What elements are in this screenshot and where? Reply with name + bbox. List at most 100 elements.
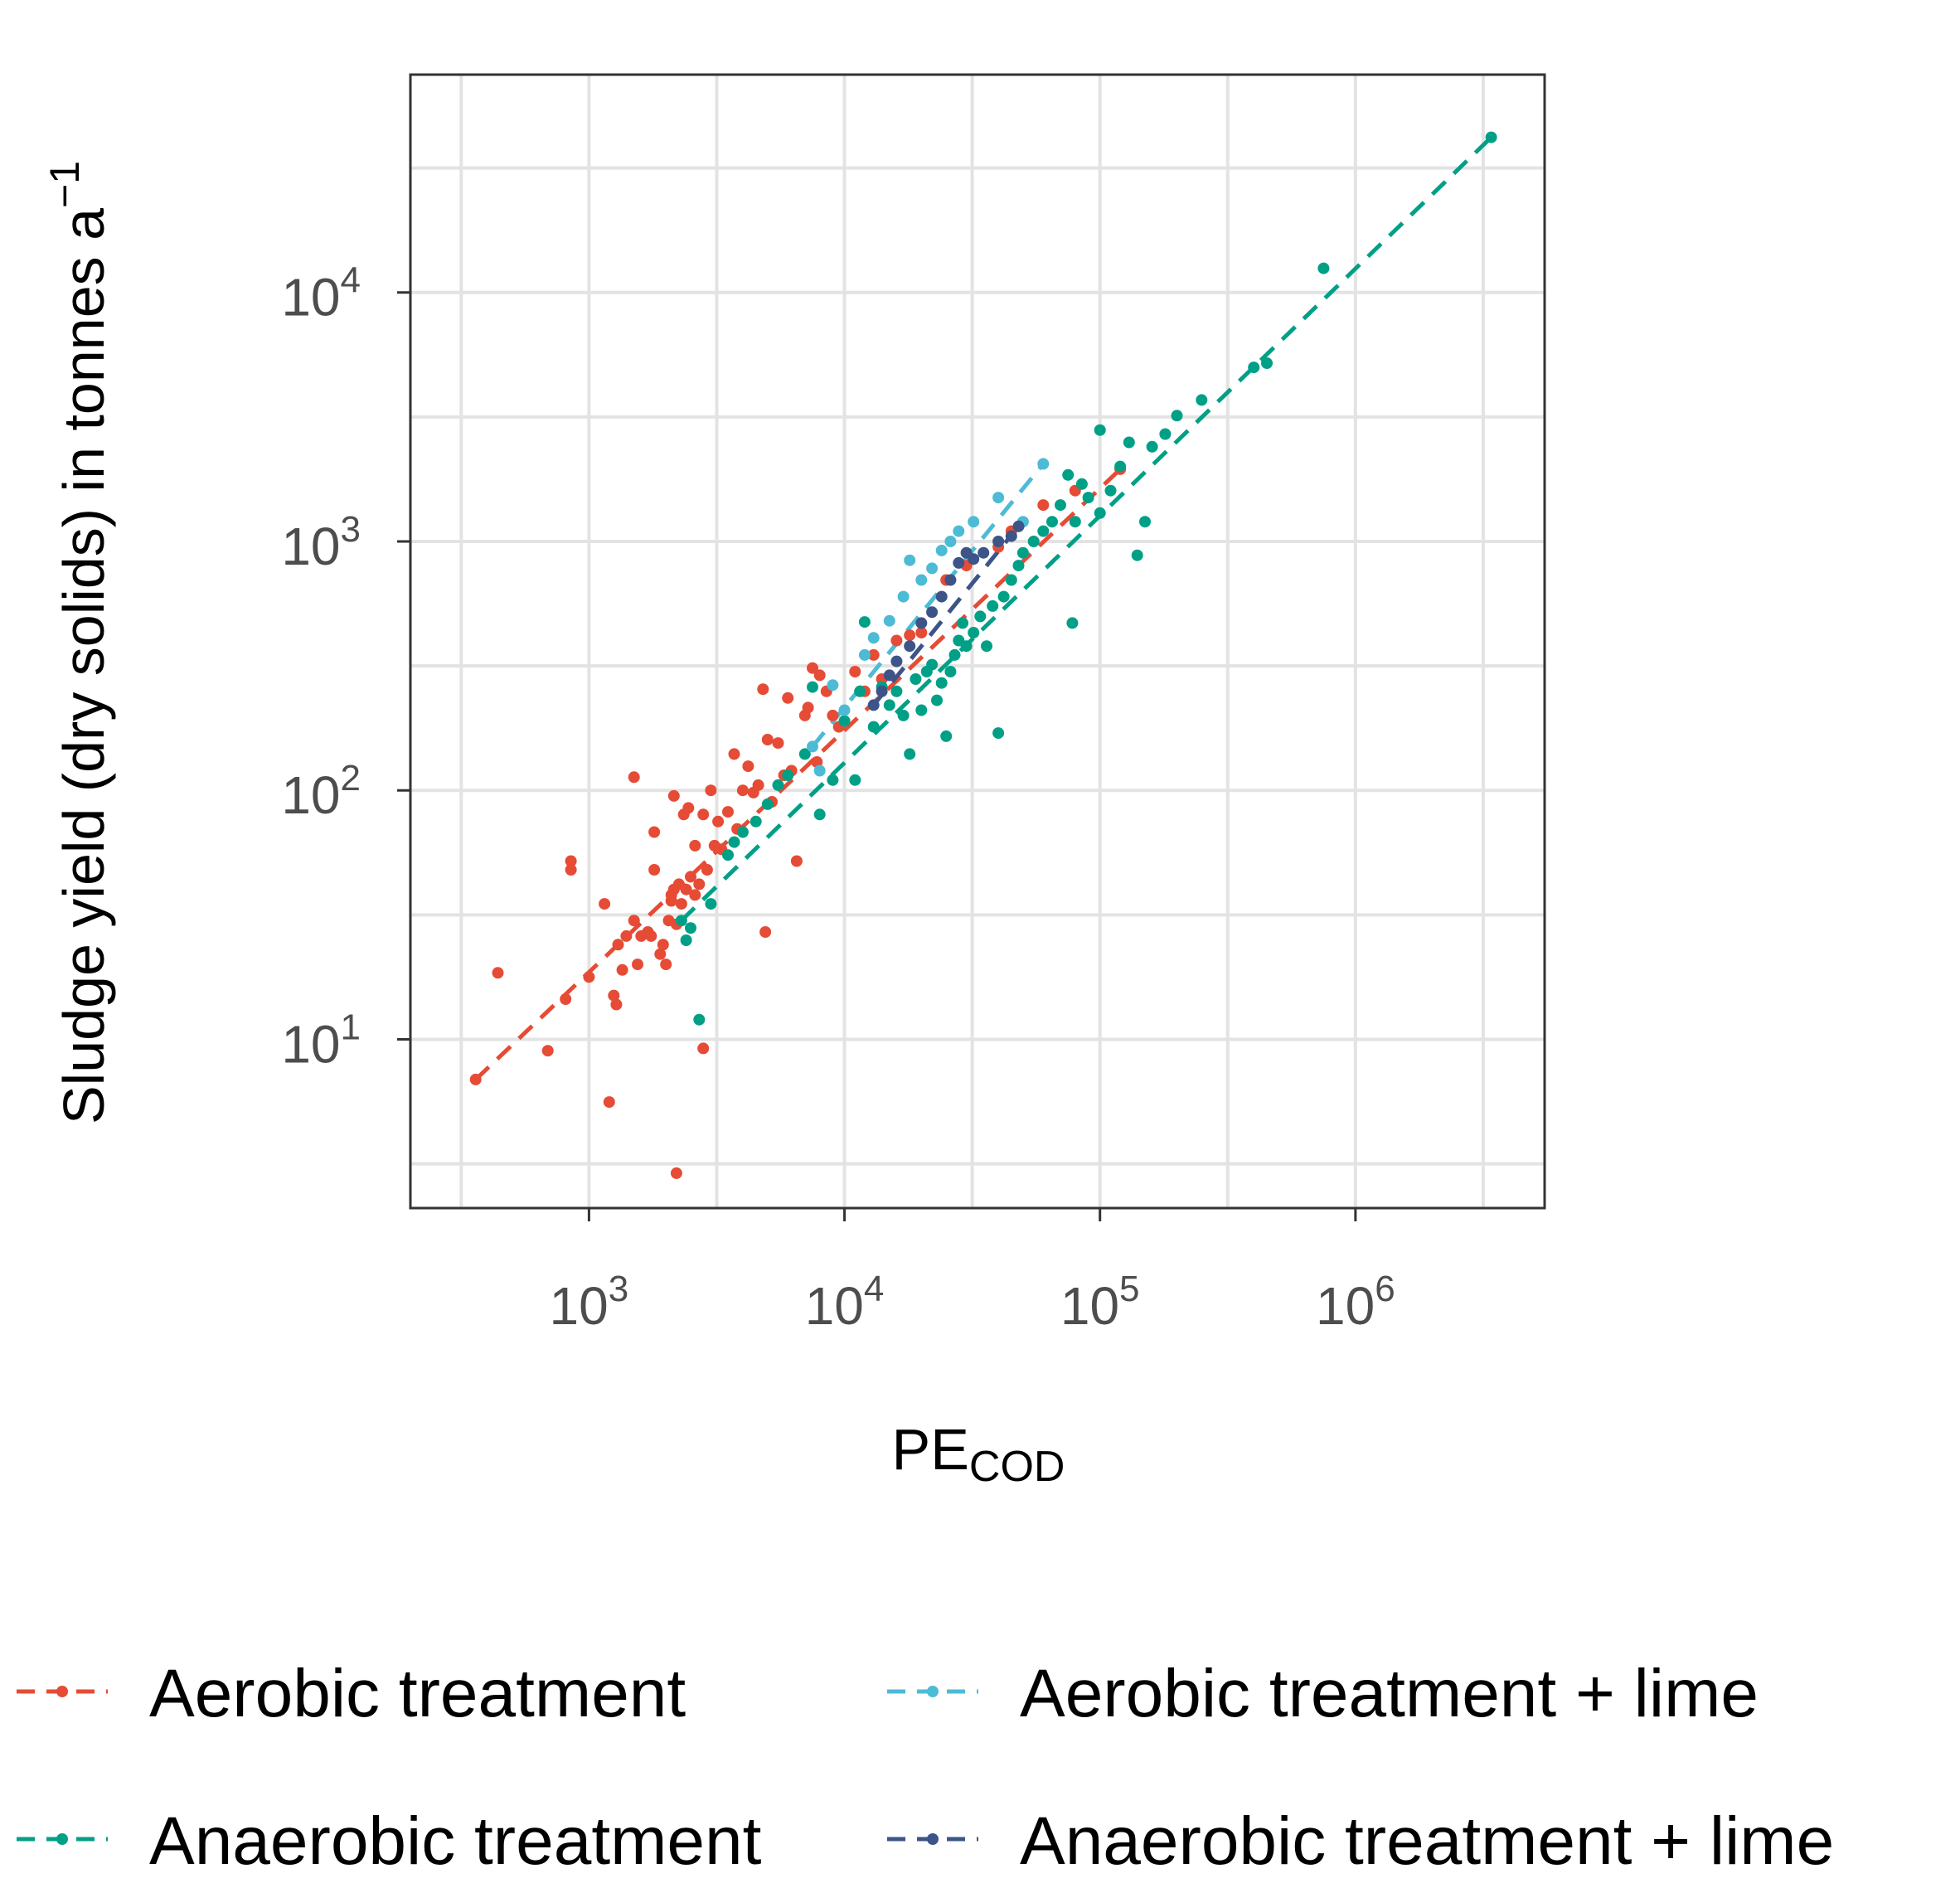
anaerobic-treatment-point (736, 826, 749, 838)
legend-item-anaerobic-treatment-lime: Anaerobic treatment + lime (887, 1803, 1834, 1879)
aerobic-treatment-point (697, 1042, 710, 1055)
aerobic-treatment-lime-point (915, 574, 928, 586)
aerobic-treatment-point (541, 1045, 554, 1057)
aerobic-treatment-point (685, 871, 696, 883)
legend-label: Anaerobic treatment (149, 1803, 762, 1879)
aerobic-treatment-point (759, 926, 772, 938)
anaerobic-treatment-lime-point (978, 546, 990, 559)
x-tick-label-exponent: 6 (1375, 1269, 1395, 1309)
anaerobic-treatment-point (904, 748, 916, 760)
x-axis-title-main: PE (892, 1417, 969, 1482)
anaerobic-treatment-point (1248, 362, 1260, 374)
anaerobic-treatment-point (926, 658, 939, 671)
aerobic-treatment-point (616, 963, 628, 976)
aerobic-treatment-point (742, 760, 754, 773)
aerobic-treatment-point (890, 634, 903, 647)
y-axis-title-main: Sludge yield (dry solids) in tonnes a (51, 208, 116, 1124)
aerobic-treatment-point (915, 627, 928, 638)
anaerobic-treatment-point (685, 922, 696, 934)
aerobic-treatment-point (603, 1096, 615, 1109)
anaerobic-treatment-lime-point (1005, 530, 1017, 542)
anaerobic-treatment-point (1075, 478, 1088, 490)
aerobic-treatment-lime-point (926, 562, 939, 575)
anaerobic-treatment-point (867, 721, 880, 733)
aerobic-treatment-lime-point (807, 740, 818, 753)
anaerobic-treatment-point (854, 685, 866, 697)
aerobic-treatment-point (608, 989, 620, 1002)
anaerobic-treatment-point (1094, 507, 1106, 519)
aerobic-treatment-point (772, 737, 784, 750)
aerobic-treatment-lime-point (867, 632, 880, 644)
anaerobic-treatment-point (981, 640, 992, 653)
anaerobic-treatment-lime-point (904, 640, 916, 653)
aerobic-treatment-point (565, 855, 577, 867)
anaerobic-treatment-point (974, 610, 987, 623)
aerobic-treatment-point (811, 756, 823, 768)
legend-label: Aerobic treatment + lime (1020, 1656, 1759, 1731)
anaerobic-treatment-point (772, 779, 784, 791)
anaerobic-treatment-point (1146, 440, 1158, 453)
legend-item-anaerobic-treatment: Anaerobic treatment (17, 1803, 762, 1879)
anaerobic-treatment-point (1139, 516, 1151, 528)
aerobic-treatment-point (867, 648, 880, 661)
aerobic-treatment-point (583, 971, 595, 983)
anaerobic-treatment-point (675, 915, 687, 927)
legend-key-point (927, 1833, 939, 1845)
grid-lines (410, 75, 1545, 1208)
aerobic-treatment-lime-point (968, 516, 980, 528)
anaerobic-treatment-point (897, 709, 910, 721)
aerobic-treatment-point (1037, 499, 1050, 512)
aerobic-treatment-lime-point (838, 704, 851, 716)
aerobic-treatment-lime-point (813, 764, 826, 777)
x-tick-label-exponent: 3 (609, 1269, 628, 1309)
aerobic-treatment-point (904, 629, 916, 642)
y-tick-label-exponent: 4 (341, 260, 361, 301)
aerobic-treatment-point (469, 1073, 482, 1085)
aerobic-treatment-point (648, 864, 661, 876)
anaerobic-treatment-point (827, 774, 839, 786)
anaerobic-treatment-point (1055, 499, 1066, 512)
anaerobic-treatment-lime-point (876, 685, 888, 697)
aerobic-treatment-point (752, 779, 764, 791)
anaerobic-treatment-point (987, 599, 999, 612)
anaerobic-treatment-point (997, 590, 1010, 603)
y-tick-label-base: 10 (281, 517, 340, 576)
y-tick-label: 101 (281, 1007, 361, 1074)
anaerobic-treatment-point (761, 798, 774, 810)
anaerobic-treatment-point (807, 681, 818, 693)
anaerobic-treatment-point (935, 677, 948, 689)
aerobic-treatment-point (632, 959, 643, 971)
anaerobic-treatment-lime-point (968, 553, 980, 565)
legend-label: Aerobic treatment (149, 1656, 686, 1731)
aerobic-treatment-point (660, 959, 672, 971)
anaerobic-treatment-point (1005, 574, 1017, 586)
aerobic-treatment-point (802, 701, 814, 714)
aerobic-treatment-point (610, 998, 623, 1011)
y-tick-label-exponent: 2 (341, 758, 361, 798)
y-tick-label: 102 (281, 758, 361, 825)
aerobic-treatment-point (565, 864, 577, 876)
aerobic-treatment-point (827, 709, 839, 721)
y-tick-label: 103 (281, 509, 361, 576)
x-tick-label: 103 (550, 1269, 629, 1336)
aerobic-treatment-point (675, 898, 687, 910)
aerobic-treatment-lime-point (827, 679, 839, 692)
x-tick-label: 105 (1060, 1269, 1140, 1336)
anaerobic-treatment-trend-line (680, 135, 1493, 923)
aerobic-treatment-lime-point (897, 590, 910, 603)
aerobic-treatment-point (757, 683, 769, 696)
aerobic-treatment-point (628, 771, 640, 784)
anaerobic-treatment-point (960, 640, 973, 653)
x-tick-label: 104 (805, 1269, 885, 1336)
aerobic-treatment-point (807, 662, 818, 674)
anaerobic-treatment-point (992, 727, 1005, 740)
anaerobic-treatment-point (957, 617, 968, 629)
x-tick-label-base: 10 (550, 1276, 609, 1336)
x-axis-title: PECOD (892, 1417, 1065, 1491)
aerobic-treatment-point (701, 864, 713, 876)
aerobic-treatment-point (849, 666, 861, 677)
anaerobic-treatment-point (693, 1013, 706, 1026)
aerobic-treatment-point (620, 929, 633, 942)
anaerobic-treatment-point (1016, 546, 1029, 559)
